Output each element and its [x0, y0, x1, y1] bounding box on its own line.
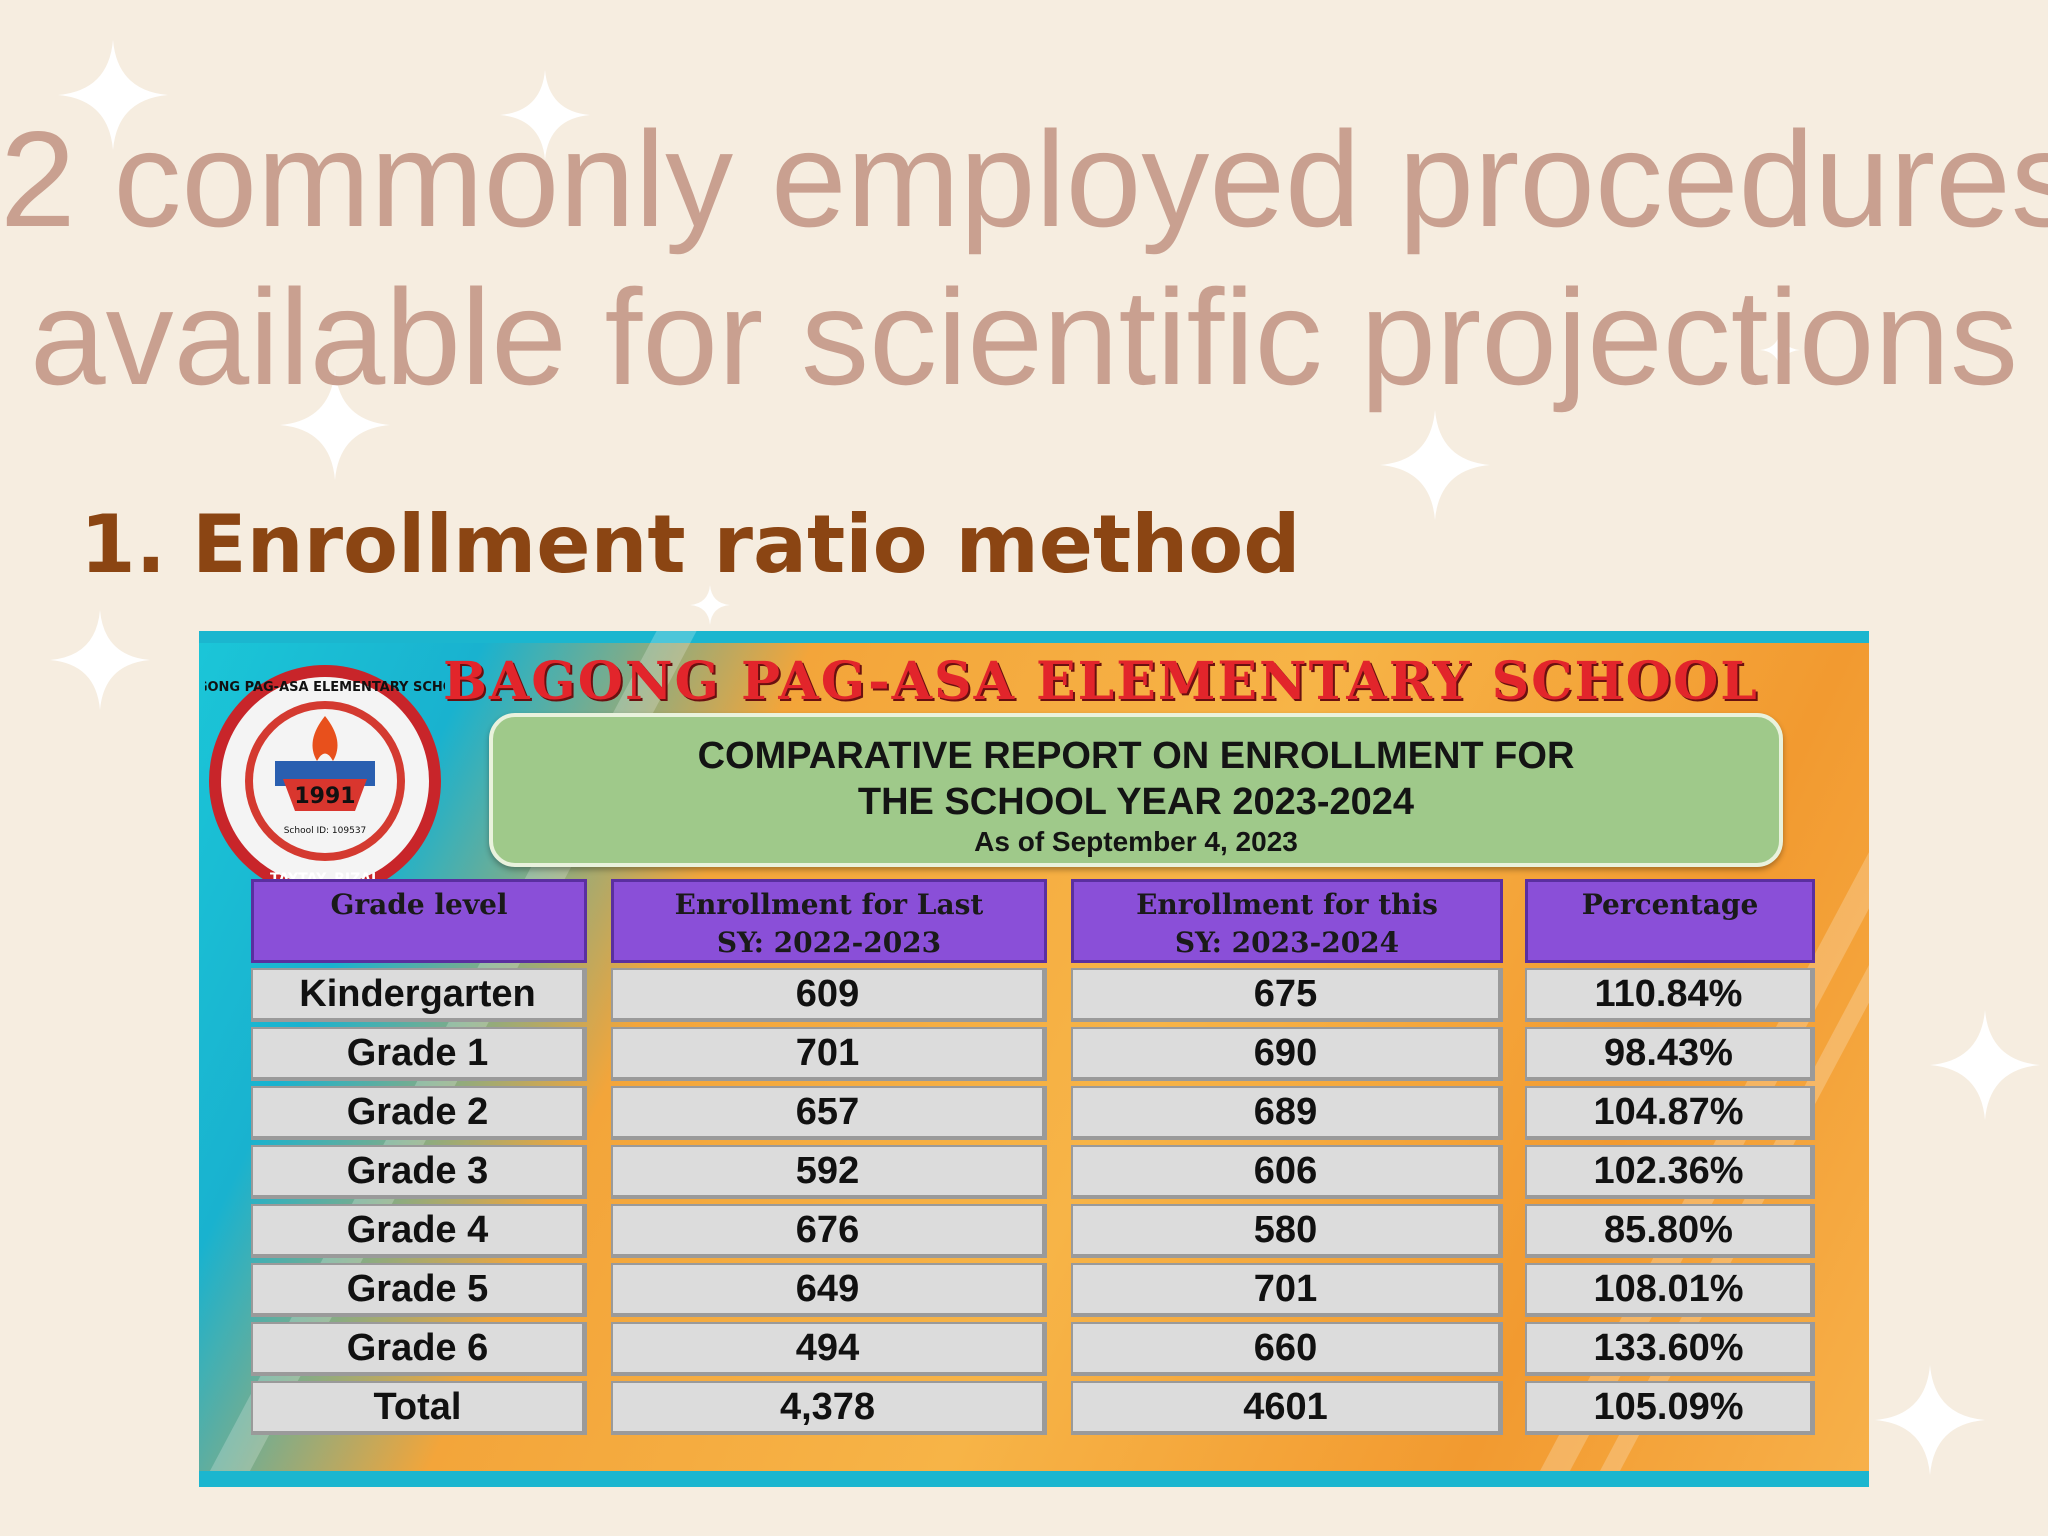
table-cell-this: 660 — [1071, 1322, 1503, 1376]
table-cell-pct: 98.43% — [1525, 1027, 1815, 1081]
table-cell-grade: Grade 2 — [251, 1086, 587, 1140]
table-cell-last: 592 — [611, 1145, 1047, 1199]
sparkle-icon — [58, 40, 168, 150]
percentage-header-text: Percentage — [1581, 888, 1759, 921]
table-cell-grade: Grade 5 — [251, 1263, 587, 1317]
table-cell-this: 675 — [1071, 968, 1503, 1022]
table-cell-pct: 105.09% — [1525, 1381, 1815, 1435]
sparkle-icon — [1930, 1010, 2040, 1120]
sparkle-icon — [690, 585, 730, 625]
last-sy-header-line-2: SY: 2022-2023 — [716, 926, 942, 959]
table-cell-last: 649 — [611, 1263, 1047, 1317]
this-sy-column: Enrollment for this SY: 2023-2024 675 69… — [1071, 879, 1503, 1435]
table-cell-pct: 85.80% — [1525, 1204, 1815, 1258]
table-cell-last: 609 — [611, 968, 1047, 1022]
grade-level-header: Grade level — [251, 879, 587, 963]
sparkle-icon — [1380, 410, 1490, 520]
table-cell-pct: 133.60% — [1525, 1322, 1815, 1376]
poster-top-bar — [199, 631, 1869, 643]
sparkle-icon — [1760, 330, 1800, 370]
sparkle-icon — [50, 610, 150, 710]
slide-title-line-1: 2 commonly employed procedures — [0, 103, 2048, 255]
section-number: 1. — [80, 498, 167, 591]
this-sy-header: Enrollment for this SY: 2023-2024 — [1071, 879, 1503, 963]
section-heading-text: Enrollment ratio method — [192, 498, 1301, 591]
report-title-line-1: COMPARATIVE REPORT ON ENROLLMENT FOR — [697, 735, 1575, 777]
last-sy-header: Enrollment for Last SY: 2022-2023 — [611, 879, 1047, 963]
table-cell-last: 701 — [611, 1027, 1047, 1081]
table-cell-pct: 108.01% — [1525, 1263, 1815, 1317]
table-cell-grade: Grade 1 — [251, 1027, 587, 1081]
table-cell-last: 4,378 — [611, 1381, 1047, 1435]
svg-text:BAGONG PAG-ASA ELEMENTARY SCHO: BAGONG PAG-ASA ELEMENTARY SCHOOL — [205, 680, 445, 695]
poster-bottom-bar — [199, 1471, 1869, 1487]
table-cell-this: 606 — [1071, 1145, 1503, 1199]
last-sy-column: Enrollment for Last SY: 2022-2023 609 70… — [611, 879, 1047, 1435]
table-cell-pct: 104.87% — [1525, 1086, 1815, 1140]
table-cell-last: 494 — [611, 1322, 1047, 1376]
table-cell-this: 690 — [1071, 1027, 1503, 1081]
table-cell-grade: Grade 4 — [251, 1204, 587, 1258]
grade-level-header-text: Grade level — [330, 888, 508, 921]
svg-text:1991: 1991 — [294, 784, 355, 809]
this-sy-header-line-2: SY: 2023-2024 — [1174, 926, 1400, 959]
school-seal-logo: 1991 School ID: 109537 BAGONG PAG-ASA EL… — [199, 661, 473, 901]
svg-text:School ID: 109537: School ID: 109537 — [284, 826, 367, 836]
enrollment-report-image: 1991 School ID: 109537 BAGONG PAG-ASA EL… — [199, 631, 1869, 1487]
sparkle-icon — [500, 70, 590, 160]
report-title-line-2: THE SCHOOL YEAR 2023-2024 — [857, 781, 1415, 823]
table-cell-this: 4601 — [1071, 1381, 1503, 1435]
table-cell-this: 701 — [1071, 1263, 1503, 1317]
table-cell-last: 657 — [611, 1086, 1047, 1140]
table-cell-grade: Grade 3 — [251, 1145, 587, 1199]
sparkle-icon — [280, 370, 390, 480]
report-as-of-date: As of September 4, 2023 — [974, 826, 1298, 857]
report-title-box: COMPARATIVE REPORT ON ENROLLMENT FOR THE… — [489, 713, 1783, 867]
grade-level-column: Grade level Kindergarten Grade 1 Grade 2… — [251, 879, 587, 1435]
sparkle-icon — [1875, 1365, 1985, 1475]
table-cell-last: 676 — [611, 1204, 1047, 1258]
table-cell-pct: 102.36% — [1525, 1145, 1815, 1199]
table-cell-this: 689 — [1071, 1086, 1503, 1140]
last-sy-header-line-1: Enrollment for Last — [674, 888, 984, 921]
this-sy-header-line-1: Enrollment for this — [1136, 888, 1438, 921]
percentage-header: Percentage — [1525, 879, 1815, 963]
table-cell-grade: Total — [251, 1381, 587, 1435]
table-cell-grade: Grade 6 — [251, 1322, 587, 1376]
table-cell-grade: Kindergarten — [251, 968, 587, 1022]
section-heading: 1. Enrollment ratio method — [80, 498, 1300, 591]
school-name: BAGONG PAG-ASA ELEMENTARY SCHOOL — [443, 651, 1759, 712]
table-cell-pct: 110.84% — [1525, 968, 1815, 1022]
percentage-column: Percentage 110.84% 98.43% 104.87% 102.36… — [1525, 879, 1815, 1435]
table-cell-this: 580 — [1071, 1204, 1503, 1258]
slide-title: 2 commonly employed procedures available… — [0, 100, 2048, 416]
slide-title-line-2: available for scientific projections — [29, 261, 2019, 413]
